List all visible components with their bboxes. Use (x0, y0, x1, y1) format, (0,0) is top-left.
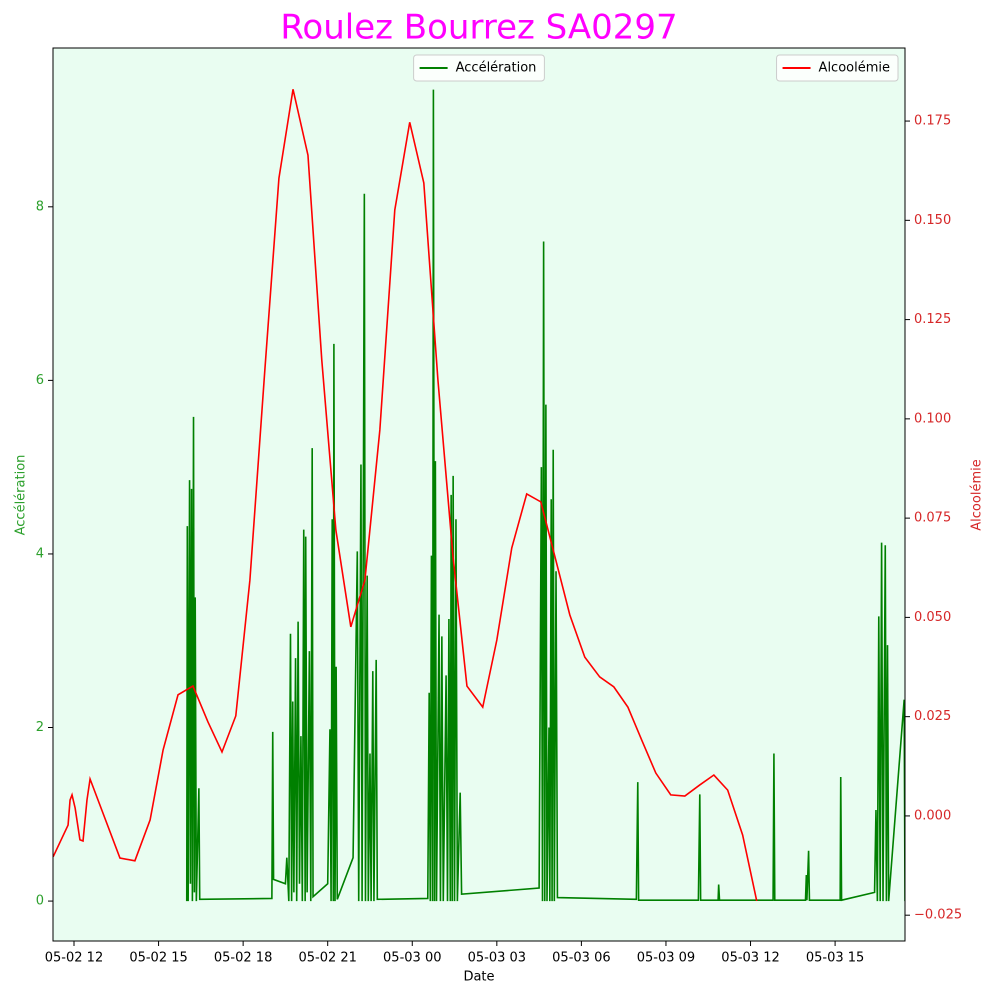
x-tick-label: 05-03 12 (721, 951, 779, 966)
x-tick-label: 05-02 12 (45, 951, 103, 966)
legend-label: Alcoolémie (819, 61, 890, 76)
legend: Alcoolémie (776, 54, 899, 82)
plot-frame (52, 47, 906, 942)
legend-box (776, 54, 899, 82)
y2-tick-label: 0.175 (914, 114, 951, 129)
y2-tick-label: 0.150 (914, 213, 951, 228)
x-tick-label: 05-02 18 (214, 951, 272, 966)
y-tick-label: 2 (36, 720, 44, 735)
x-axis-label: Date (463, 970, 494, 985)
y2-tick-label: 0.100 (914, 411, 951, 426)
x-tick-label: 05-03 09 (637, 951, 695, 966)
y-tick-label: 6 (36, 373, 44, 388)
y-tick-label: 4 (36, 546, 44, 561)
y2-tick-label: 0.050 (914, 610, 951, 625)
x-tick-label: 05-02 21 (298, 951, 356, 966)
plot-area (53, 48, 905, 941)
x-tick-label: 05-03 15 (806, 951, 864, 966)
x-tick-label: 05-03 00 (383, 951, 441, 966)
legend: Accélération (413, 54, 545, 82)
series-line (53, 89, 758, 902)
y2-tick-label: −0.025 (914, 908, 962, 923)
legend-label: Accélération (456, 61, 537, 76)
legend-box (413, 54, 545, 82)
y2-tick-label: 0.075 (914, 511, 951, 526)
y-tick-label: 0 (36, 894, 44, 909)
chart-title: Roulez Bourrez SA0297 (280, 8, 677, 48)
y2-tick-label: 0.025 (914, 709, 951, 724)
y-tick-label: 8 (36, 199, 44, 214)
y-axis-label: Accélération (14, 455, 29, 536)
x-tick-label: 05-02 15 (129, 951, 187, 966)
series-line (185, 89, 905, 902)
x-tick-label: 05-03 03 (468, 951, 526, 966)
y2-axis-label: Alcoolémie (970, 459, 985, 530)
y2-tick-label: 0.125 (914, 312, 951, 327)
y2-tick-label: 0.000 (914, 808, 951, 823)
x-tick-label: 05-03 06 (552, 951, 610, 966)
